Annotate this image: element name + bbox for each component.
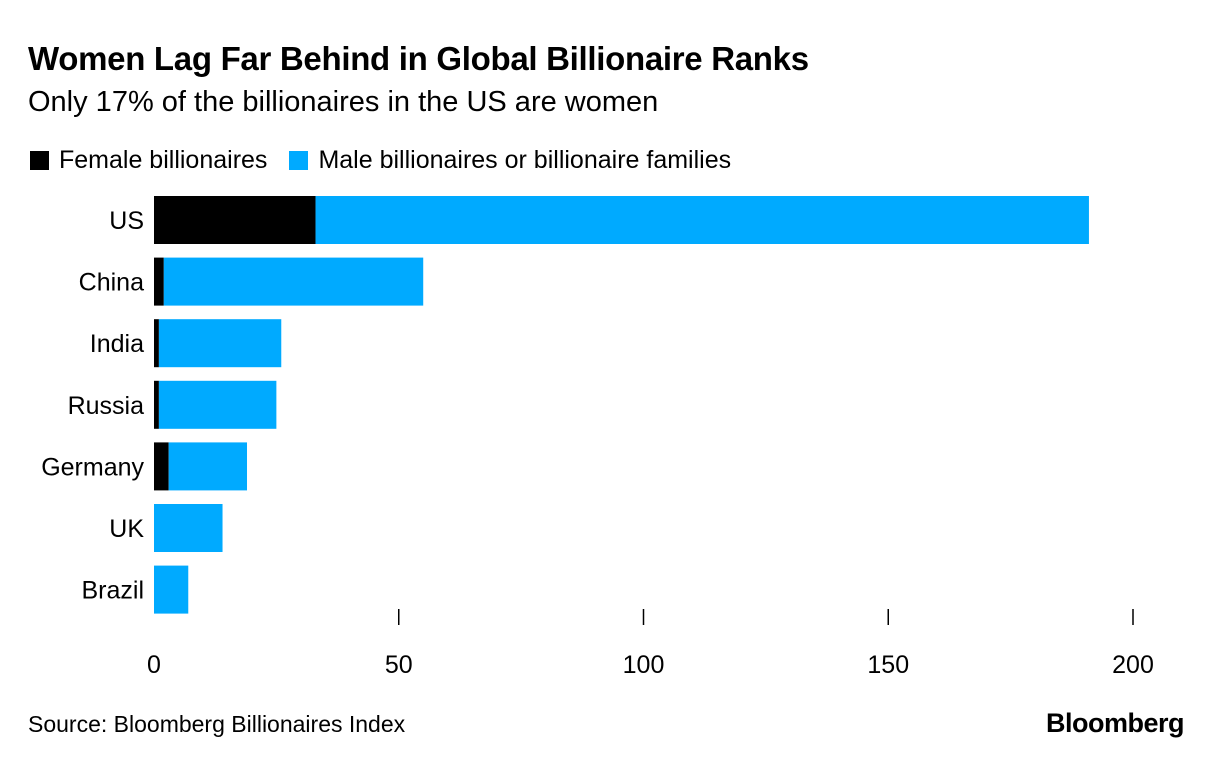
legend: Female billionaires Male billionaires or… (30, 146, 753, 175)
bar-germany-male (168, 442, 248, 491)
legend-label-female: Female billionaires (59, 146, 268, 174)
category-label-china: China (79, 269, 144, 297)
bar-india-male (158, 319, 282, 368)
bar-russia-female (154, 380, 159, 429)
legend-item-male: Male billionaires or billionaire familie… (289, 146, 731, 175)
legend-swatch-male (289, 151, 309, 170)
bar-brazil-male (154, 565, 189, 614)
chart-subtitle: Only 17% of the billionaires in the US a… (28, 86, 659, 118)
category-label-russia: Russia (68, 392, 145, 420)
bar-germany-female (154, 442, 169, 491)
category-label-us: US (109, 207, 144, 235)
legend-item-female: Female billionaires (30, 146, 267, 175)
x-tick-label-200: 200 (1112, 651, 1154, 679)
source-note: Source: Bloomberg Billionaires Index (28, 711, 406, 737)
bar-russia-male (158, 380, 277, 429)
bar-uk-male (154, 504, 223, 552)
category-label-india: India (90, 330, 144, 358)
legend-label-male: Male billionaires or billionaire familie… (318, 146, 732, 174)
category-label-brazil: Brazil (81, 577, 144, 605)
legend-swatch-female (30, 151, 49, 170)
chart-title: Women Lag Far Behind in Global Billionai… (28, 40, 809, 77)
category-label-uk: UK (109, 515, 144, 543)
x-tick-label-150: 150 (867, 651, 909, 679)
x-tick-label-50: 50 (385, 651, 413, 679)
bar-china-male (163, 257, 424, 306)
bar-india-female (154, 319, 159, 368)
x-tick-label-100: 100 (623, 651, 665, 679)
category-label-germany: Germany (41, 453, 144, 481)
bar-us-female (154, 196, 316, 244)
bar-chart: US China India Russia Germany UK Brazil 0 50 100 1… (41, 196, 1154, 679)
bar-china-female (154, 257, 164, 306)
x-tick-label-0: 0 (147, 651, 161, 679)
bar-us-male (315, 196, 1089, 244)
bloomberg-logo: Bloomberg (1045, 708, 1185, 738)
